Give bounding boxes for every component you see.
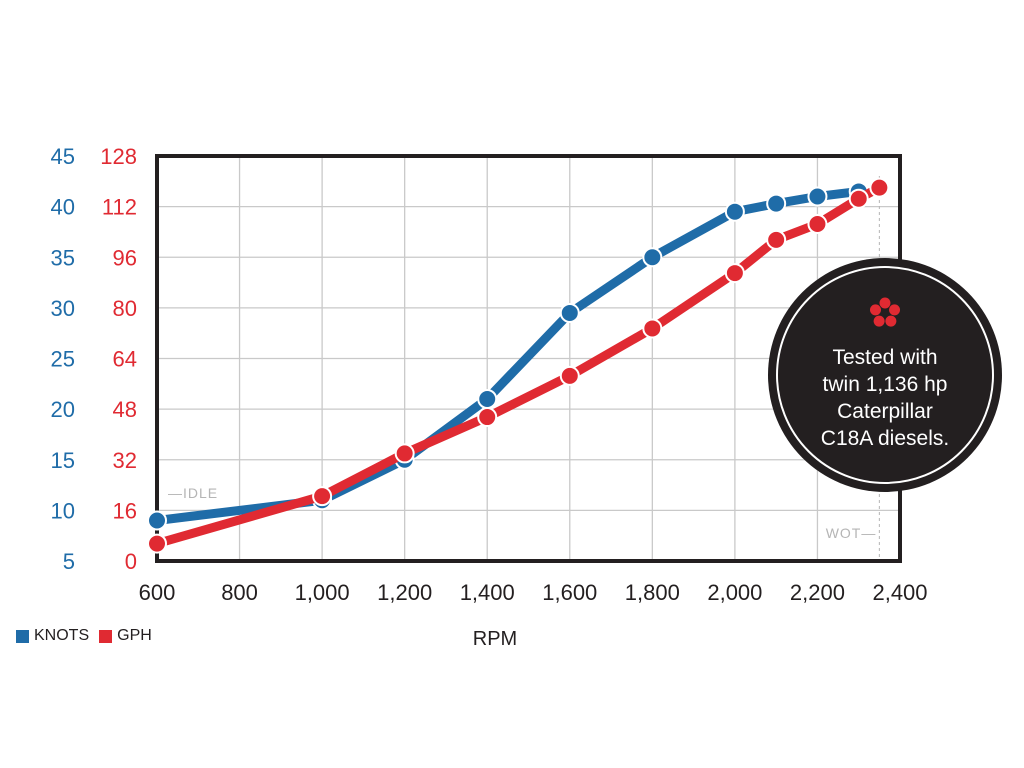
data-point-knots (807, 186, 828, 207)
asterisk-petal (873, 315, 885, 327)
x-axis-tick-label: 1,800 (625, 580, 680, 605)
data-point-gph (147, 533, 167, 554)
x-axis-tick-label: 1,200 (377, 580, 432, 605)
left-axis-tick-label: 30 (51, 296, 75, 321)
badge-line: Tested with (832, 346, 937, 369)
right-axis-tick-label: 64 (113, 347, 137, 372)
right-axis-tick-label: 80 (113, 296, 137, 321)
data-point-gph (724, 263, 745, 284)
left-axis-tick-label: 15 (51, 448, 75, 473)
data-point-gph (394, 443, 415, 464)
data-point-gph (642, 318, 663, 339)
asterisk-petal (879, 297, 891, 309)
data-point-gph (477, 407, 498, 428)
data-point-gph (848, 188, 869, 209)
legend-label-knots: KNOTS (34, 627, 90, 644)
right-axis-tick-label: 112 (102, 195, 137, 220)
x-axis-tick-label: 1,400 (460, 580, 515, 605)
data-point-gph (869, 177, 890, 198)
left-axis-tick-label: 5 (63, 549, 75, 574)
badge-line: C18A diesels. (821, 427, 949, 450)
legend-swatch-gph (99, 629, 113, 643)
x-axis-tick-label: 600 (139, 580, 176, 605)
data-point-gph (807, 214, 828, 235)
right-axis-tick-label: 16 (113, 498, 137, 523)
right-axis-tick-label: 32 (113, 448, 137, 473)
left-axis-tick-label: 20 (51, 397, 75, 422)
x-axis-tick-label: 1,600 (542, 580, 597, 605)
data-point-gph (766, 229, 787, 250)
x-axis-tick-label: 2,200 (790, 580, 845, 605)
data-point-gph (559, 365, 580, 386)
x-axis-tick-label: 2,000 (707, 580, 762, 605)
legend: KNOTS GPH (16, 627, 162, 645)
badge-line: twin 1,136 hp (823, 373, 948, 396)
asterisk-petal (869, 304, 881, 316)
legend-swatch-knots (16, 629, 29, 643)
right-axis-tick-label: 0 (125, 549, 137, 574)
legend-label-gph: GPH (117, 627, 152, 644)
data-point-knots (477, 389, 498, 409)
x-axis-tick-label: 1,000 (295, 580, 350, 605)
legend-item-knots: KNOTS (16, 627, 89, 645)
right-axis-tick-label: 48 (113, 397, 137, 422)
left-axis-tick-label: 45 (51, 144, 75, 169)
badge-inner-ring (776, 266, 994, 484)
data-point-gph (312, 486, 333, 507)
data-point-knots (724, 201, 745, 222)
right-axis-tick-label: 128 (100, 144, 137, 169)
data-point-knots (766, 193, 787, 214)
badge-background (768, 258, 1002, 492)
legend-item-gph: GPH (99, 627, 152, 645)
asterisk-petal (885, 315, 897, 327)
wot-label: WOT— (826, 525, 877, 541)
data-point-knots (559, 302, 580, 323)
left-axis-tick-label: 10 (51, 498, 75, 523)
x-axis-tick-label: 2,400 (872, 580, 927, 605)
left-axis-tick-label: 35 (51, 245, 75, 270)
left-axis-tick-label: 25 (51, 347, 75, 372)
series-group (147, 177, 890, 554)
x-axis-tick-label: 800 (221, 580, 258, 605)
badge-line: Caterpillar (837, 400, 933, 423)
x-axis-label: RPM (472, 628, 518, 650)
idle-label: —IDLE (168, 485, 218, 501)
right-axis-tick-label: 96 (113, 245, 137, 270)
engine-note-badge: Tested with twin 1,136 hp Caterpillar C18A … (768, 258, 1002, 492)
asterisk-flower-icon (869, 297, 901, 327)
left-axis-tick-label: 40 (51, 195, 75, 220)
series-line-knots (152, 186, 864, 525)
asterisk-petal (889, 304, 901, 316)
asterisk-center (882, 310, 888, 316)
data-point-knots (147, 510, 167, 531)
data-point-knots (642, 247, 663, 268)
